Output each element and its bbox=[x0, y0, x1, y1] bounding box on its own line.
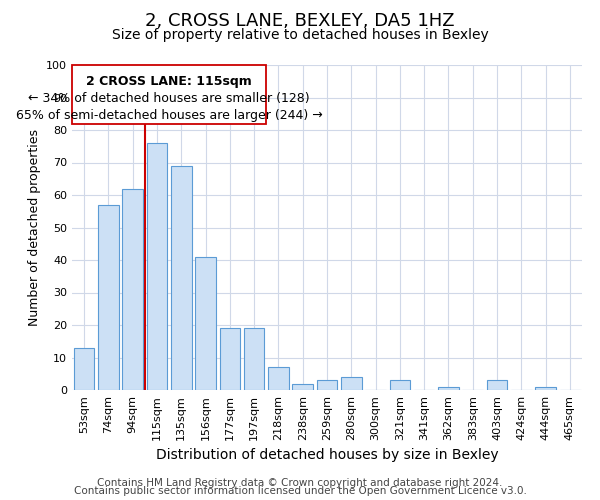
Bar bbox=[72, 65, 266, 124]
Bar bbox=[171, 166, 191, 390]
Text: Size of property relative to detached houses in Bexley: Size of property relative to detached ho… bbox=[112, 28, 488, 42]
Text: Contains public sector information licensed under the Open Government Licence v3: Contains public sector information licen… bbox=[74, 486, 526, 496]
Bar bbox=[268, 367, 289, 390]
Text: 2, CROSS LANE, BEXLEY, DA5 1HZ: 2, CROSS LANE, BEXLEY, DA5 1HZ bbox=[145, 12, 455, 30]
Y-axis label: Number of detached properties: Number of detached properties bbox=[28, 129, 41, 326]
Bar bbox=[317, 380, 337, 390]
Bar bbox=[146, 143, 167, 390]
Bar bbox=[244, 328, 265, 390]
Text: Contains HM Land Registry data © Crown copyright and database right 2024.: Contains HM Land Registry data © Crown c… bbox=[97, 478, 503, 488]
Text: ← 34% of detached houses are smaller (128): ← 34% of detached houses are smaller (12… bbox=[28, 92, 310, 106]
Bar bbox=[220, 328, 240, 390]
Bar bbox=[487, 380, 508, 390]
Bar bbox=[292, 384, 313, 390]
Text: 65% of semi-detached houses are larger (244) →: 65% of semi-detached houses are larger (… bbox=[16, 109, 323, 122]
Text: 2 CROSS LANE: 115sqm: 2 CROSS LANE: 115sqm bbox=[86, 75, 252, 88]
Bar bbox=[438, 387, 459, 390]
Bar bbox=[195, 257, 216, 390]
Bar bbox=[341, 377, 362, 390]
Bar bbox=[535, 387, 556, 390]
Bar bbox=[389, 380, 410, 390]
Bar bbox=[98, 205, 119, 390]
X-axis label: Distribution of detached houses by size in Bexley: Distribution of detached houses by size … bbox=[155, 448, 499, 462]
Bar bbox=[74, 348, 94, 390]
Bar bbox=[122, 188, 143, 390]
